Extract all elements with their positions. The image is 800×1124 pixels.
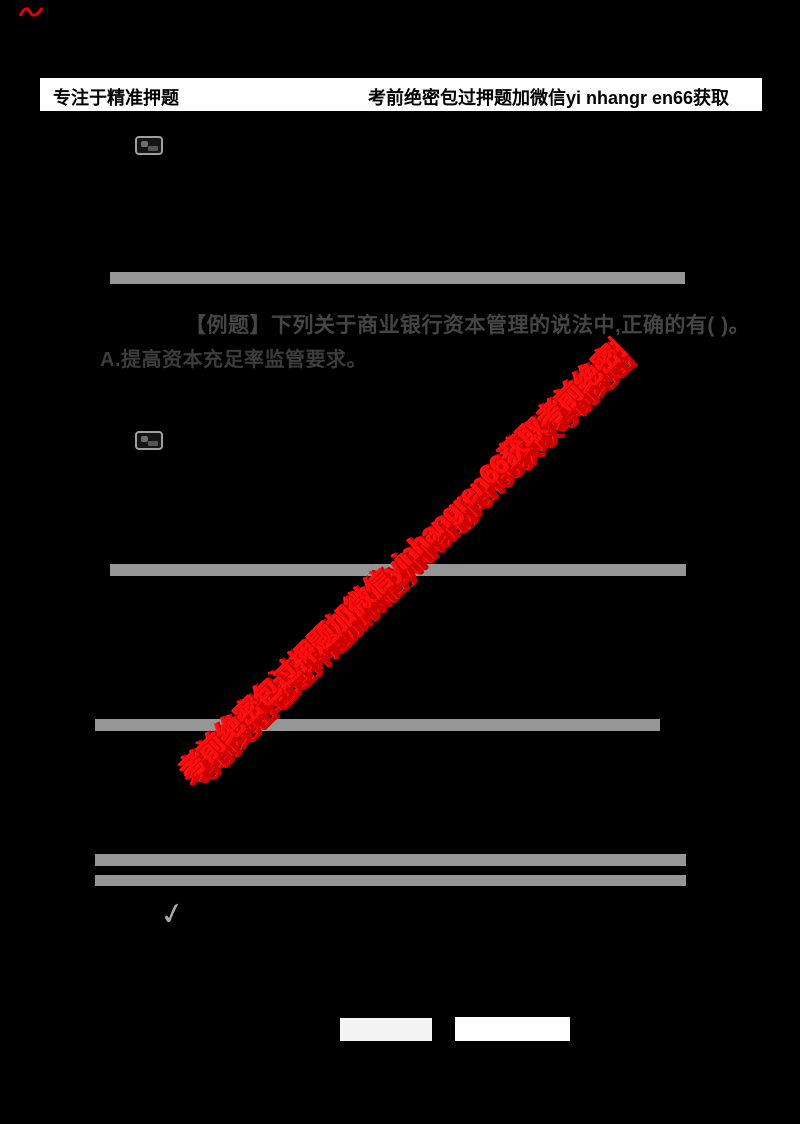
footer-white-block bbox=[340, 1018, 432, 1041]
image-placeholder-icon bbox=[135, 136, 163, 155]
checkmark-stroke-icon: ✓ bbox=[156, 895, 189, 934]
gray-highlight-bar bbox=[110, 564, 686, 576]
gray-highlight-bar bbox=[110, 272, 685, 284]
gray-highlight-bar bbox=[95, 719, 660, 731]
icon-inner-dot bbox=[141, 436, 148, 442]
gray-highlight-bar bbox=[95, 854, 686, 866]
body-text-line: A.提高资本充足率监管要求。 bbox=[100, 349, 367, 371]
icon-inner-dot bbox=[141, 141, 148, 147]
footer-white-block bbox=[455, 1017, 570, 1041]
red-scribble-icon bbox=[18, 2, 44, 20]
icon-inner-bar bbox=[148, 146, 158, 151]
image-placeholder-icon bbox=[135, 431, 163, 450]
header-right-text: 考前绝密包过押题加微信yi nhangr en66获取 bbox=[368, 84, 730, 115]
body-text-line: 【例题】下列关于商业银行资本管理的说法中,正确的有( )。 bbox=[185, 314, 751, 337]
page-header bbox=[40, 78, 762, 111]
gray-highlight-bar bbox=[95, 875, 686, 886]
icon-inner-bar bbox=[148, 441, 158, 446]
header-left-text: 专注于精准押题 bbox=[53, 84, 179, 115]
